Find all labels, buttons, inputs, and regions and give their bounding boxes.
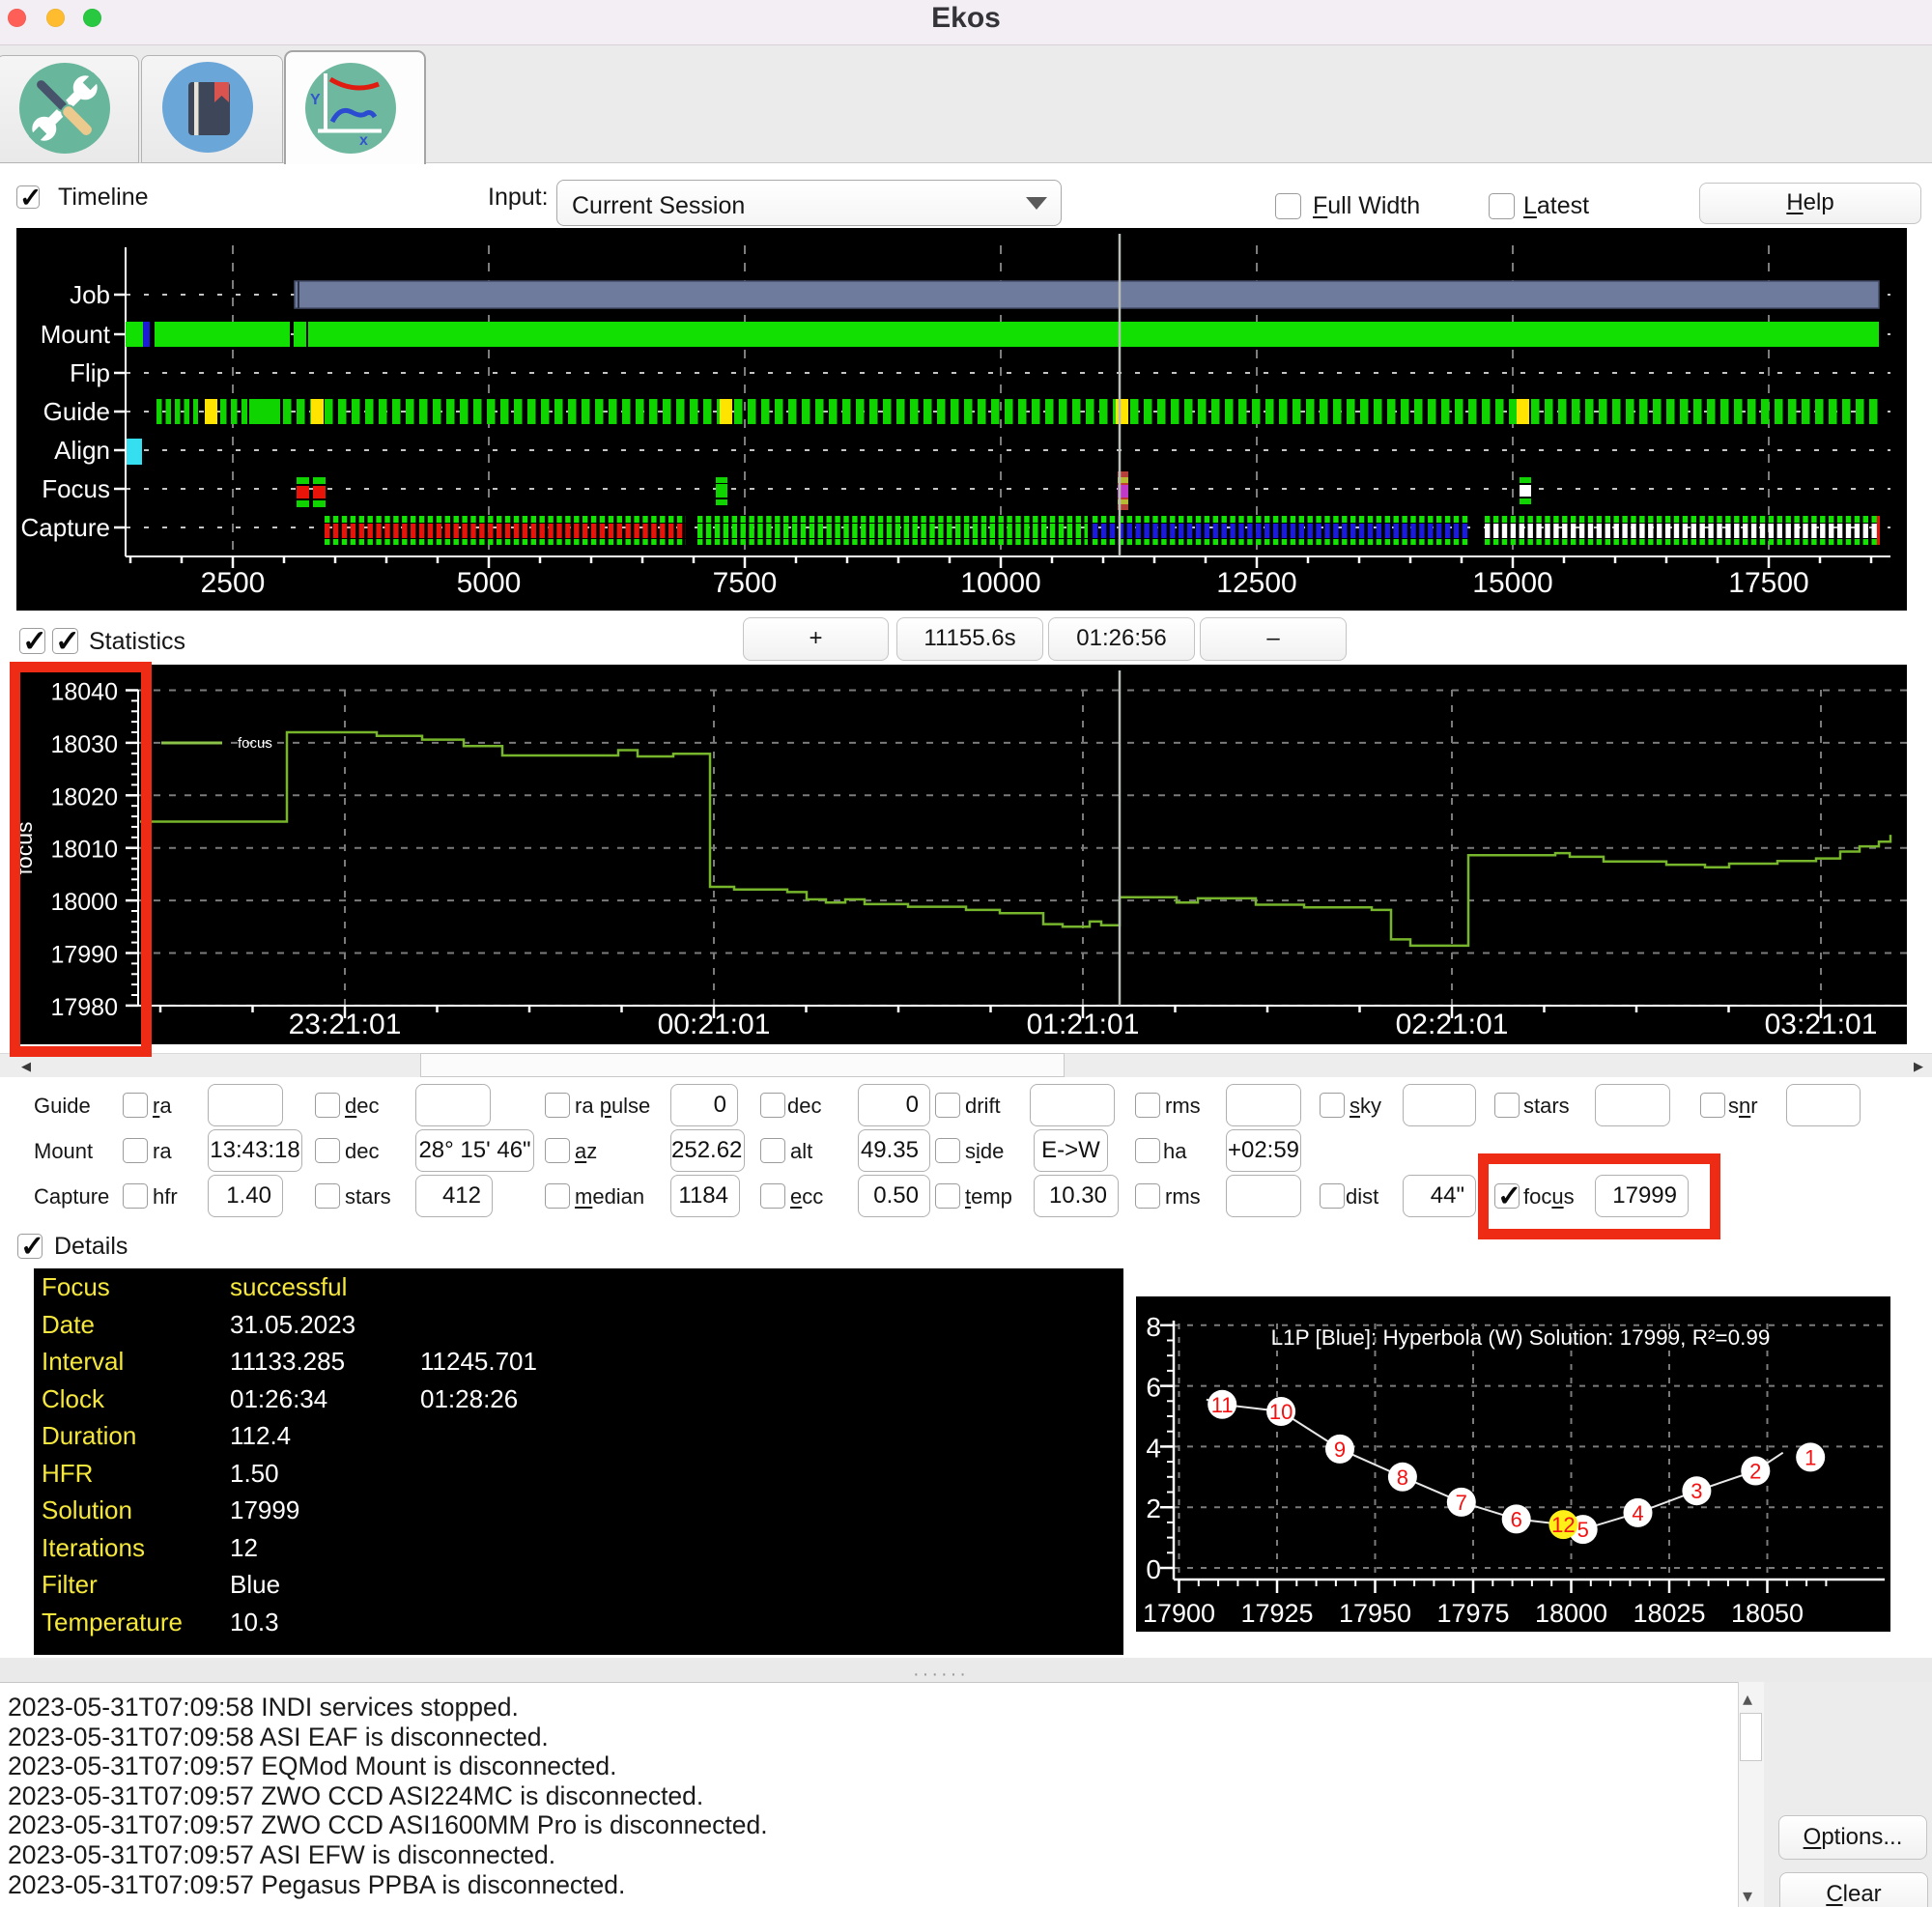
svg-text:x: x — [359, 132, 368, 149]
svg-text:17500: 17500 — [1728, 567, 1808, 599]
svg-text:02:21:01: 02:21:01 — [1396, 1009, 1509, 1040]
svg-text:8: 8 — [1146, 1312, 1161, 1342]
svg-text:17990: 17990 — [50, 942, 118, 969]
svg-text:5000: 5000 — [457, 567, 522, 599]
svg-text:17950: 17950 — [1339, 1599, 1411, 1628]
svg-text:4: 4 — [1632, 1501, 1643, 1525]
svg-text:00:21:01: 00:21:01 — [658, 1009, 771, 1040]
svg-text:focus: focus — [16, 822, 37, 875]
svg-text:6: 6 — [1511, 1507, 1522, 1531]
svg-text:2500: 2500 — [201, 567, 266, 599]
svg-text:Flip: Flip — [70, 358, 110, 387]
svg-text:Job: Job — [70, 280, 110, 309]
svg-text:12: 12 — [1551, 1513, 1575, 1537]
svg-text:18025: 18025 — [1633, 1599, 1705, 1628]
svg-text:Y: Y — [310, 92, 321, 108]
svg-text:7500: 7500 — [713, 567, 778, 599]
svg-text:Guide: Guide — [43, 397, 110, 426]
svg-text:8: 8 — [1397, 1466, 1408, 1490]
svg-text:18050: 18050 — [1731, 1599, 1804, 1628]
svg-text:18000: 18000 — [1535, 1599, 1607, 1628]
svg-text:18010: 18010 — [50, 837, 118, 864]
svg-text:Mount: Mount — [41, 320, 111, 349]
svg-text:18040: 18040 — [50, 679, 118, 706]
svg-text:focus: focus — [238, 735, 272, 752]
svg-text:5: 5 — [1577, 1518, 1589, 1542]
svg-text:Align: Align — [54, 436, 110, 465]
svg-text:17975: 17975 — [1436, 1599, 1509, 1628]
svg-text:17900: 17900 — [1143, 1599, 1215, 1628]
svg-text:18030: 18030 — [50, 731, 118, 758]
svg-text:17980: 17980 — [50, 994, 118, 1021]
svg-text:7: 7 — [1456, 1491, 1467, 1515]
svg-text:10000: 10000 — [960, 567, 1040, 599]
svg-text:6: 6 — [1146, 1373, 1161, 1403]
svg-text:2: 2 — [1749, 1460, 1761, 1484]
svg-text:4: 4 — [1146, 1433, 1161, 1463]
svg-text:2: 2 — [1146, 1494, 1161, 1523]
svg-text:11: 11 — [1211, 1393, 1234, 1417]
svg-text:01:21:01: 01:21:01 — [1027, 1009, 1140, 1040]
svg-text:03:21:01: 03:21:01 — [1765, 1009, 1878, 1040]
svg-text:Capture: Capture — [21, 513, 111, 542]
svg-text:12500: 12500 — [1216, 567, 1296, 599]
svg-text:18000: 18000 — [50, 889, 118, 916]
svg-text:L1P [Blue]: Hyperbola (W) Solu: L1P [Blue]: Hyperbola (W) Solution: 1799… — [1271, 1325, 1771, 1350]
svg-text:15000: 15000 — [1472, 567, 1552, 599]
svg-text:23:21:01: 23:21:01 — [289, 1009, 402, 1040]
svg-text:17925: 17925 — [1240, 1599, 1313, 1628]
svg-text:3: 3 — [1690, 1479, 1702, 1503]
svg-text:0: 0 — [1146, 1554, 1161, 1584]
svg-text:18020: 18020 — [50, 783, 118, 811]
svg-text:9: 9 — [1334, 1437, 1346, 1462]
svg-text:10: 10 — [1269, 1400, 1293, 1424]
svg-text:1: 1 — [1804, 1445, 1816, 1469]
svg-text:Focus: Focus — [42, 474, 110, 503]
